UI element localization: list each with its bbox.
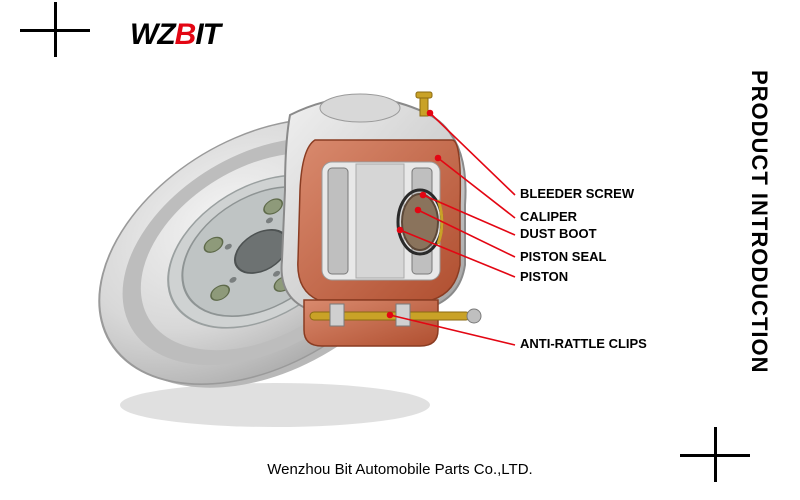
logo: WZBIT bbox=[130, 18, 220, 52]
caliper-body bbox=[282, 94, 481, 346]
label-seal: PISTON SEAL bbox=[520, 249, 606, 264]
logo-part3: IT bbox=[195, 18, 220, 51]
label-caliper: CALIPER bbox=[520, 209, 577, 224]
label-bleeder: BLEEDER SCREW bbox=[520, 186, 634, 201]
label-dustboot: DUST BOOT bbox=[520, 226, 597, 241]
label-piston: PISTON bbox=[520, 269, 568, 284]
logo-part1: WZ bbox=[130, 18, 175, 51]
brake-diagram: BLEEDER SCREW CALIPER DUST BOOT PISTON S… bbox=[60, 60, 660, 440]
side-title: PRODUCT INTRODUCTION bbox=[746, 70, 772, 374]
label-clips: ANTI-RATTLE CLIPS bbox=[520, 336, 647, 351]
footer-company: Wenzhou Bit Automobile Parts Co.,LTD. bbox=[0, 461, 800, 478]
logo-part2: B bbox=[175, 18, 196, 51]
